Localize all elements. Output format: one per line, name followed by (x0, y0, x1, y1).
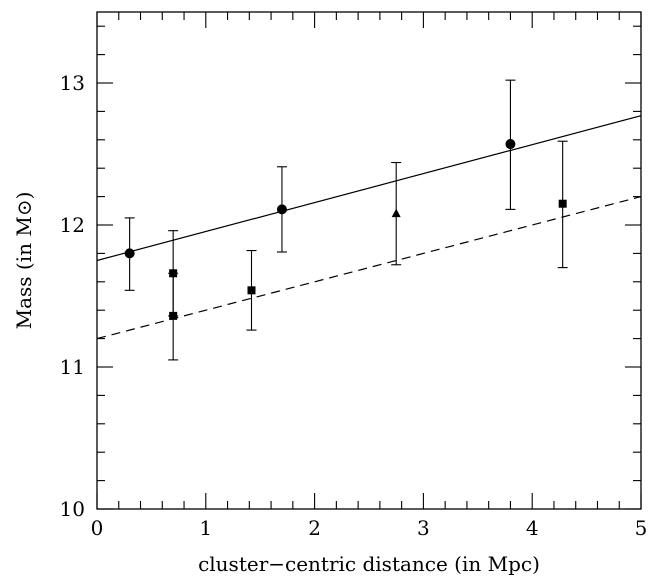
x-tick-label: 2 (308, 516, 321, 540)
data-point-triangle (391, 208, 401, 218)
data-point-circle (276, 204, 287, 215)
data-point-square (247, 286, 256, 295)
data-point-square (169, 269, 178, 278)
x-axis-label: cluster−centric distance (in Mpc) (198, 552, 540, 576)
y-tick-label: 10 (60, 497, 85, 521)
error-bars (124, 79, 568, 361)
x-tick-label: 1 (199, 516, 212, 540)
data-point-circle (505, 139, 516, 150)
x-tick-label: 4 (526, 516, 539, 540)
fit-lines (96, 115, 642, 340)
x-tick-label: 3 (417, 516, 430, 540)
x-tick-label: 0 (91, 516, 104, 540)
fit-line-dashed (96, 196, 642, 340)
axis-ticks (96, 12, 642, 510)
data-point-square (558, 199, 567, 208)
data-point-square (169, 311, 178, 320)
y-axis-label: Mass (in M⊙) (12, 192, 36, 330)
fit-line-solid (96, 115, 642, 262)
y-tick-label: 12 (60, 213, 85, 237)
y-tick-label: 11 (60, 355, 85, 379)
plot-frame (96, 11, 642, 510)
markers (124, 139, 567, 320)
data-point-circle (124, 248, 135, 259)
y-tick-label: 13 (60, 71, 85, 95)
x-tick-label: 5 (635, 516, 648, 540)
